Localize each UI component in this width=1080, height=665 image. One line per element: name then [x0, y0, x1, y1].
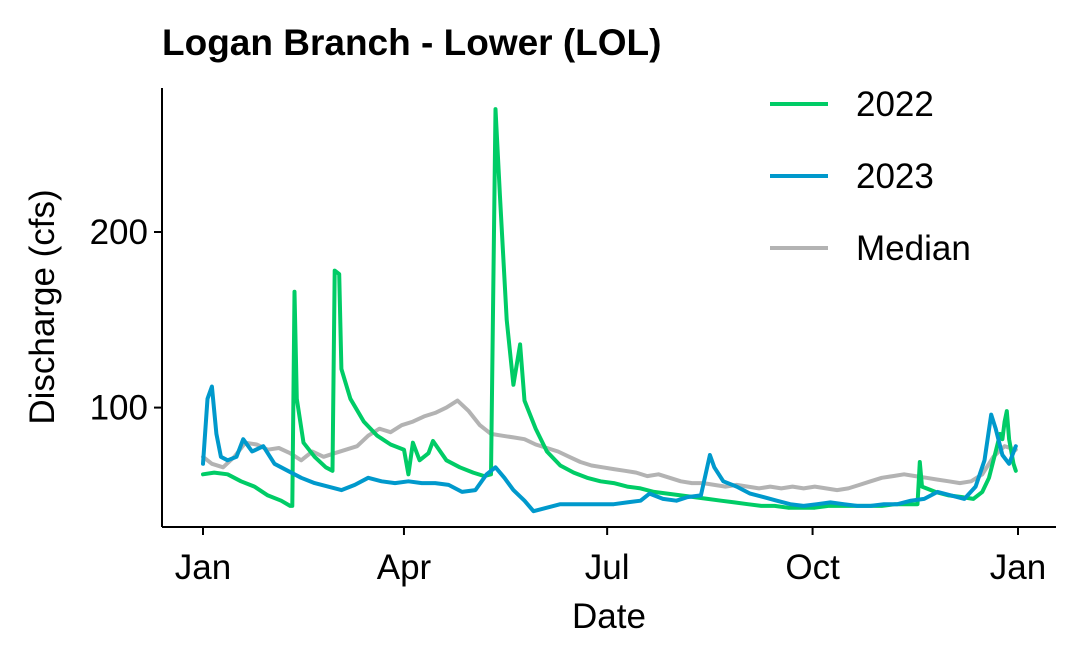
y-tick-label: 200 [90, 213, 148, 252]
series-line-median [201, 398, 1018, 493]
legend-label-median: Median [856, 229, 971, 268]
chart-title: Logan Branch - Lower (LOL) [162, 22, 661, 63]
series-line-2022 [201, 107, 1018, 510]
x-tick-label: Jan [990, 548, 1046, 587]
series-layer [201, 107, 1018, 514]
x-ticks: Jan Apr Jul Oct Jan [175, 527, 1046, 587]
x-tick-label: Oct [785, 548, 840, 587]
legend: 2022 2023 Median [770, 85, 971, 268]
y-axis-title: Discharge (cfs) [23, 189, 62, 424]
legend-label-2023: 2023 [856, 157, 934, 196]
x-tick-label: Jan [175, 548, 231, 587]
y-ticks: 100 200 [90, 213, 162, 428]
y-tick-label: 100 [90, 389, 148, 428]
x-axis-title: Date [572, 597, 646, 636]
x-tick-label: Apr [377, 548, 432, 587]
series-line-2023 [201, 384, 1018, 514]
x-tick-label: Jul [585, 548, 630, 587]
legend-label-2022: 2022 [856, 85, 934, 124]
